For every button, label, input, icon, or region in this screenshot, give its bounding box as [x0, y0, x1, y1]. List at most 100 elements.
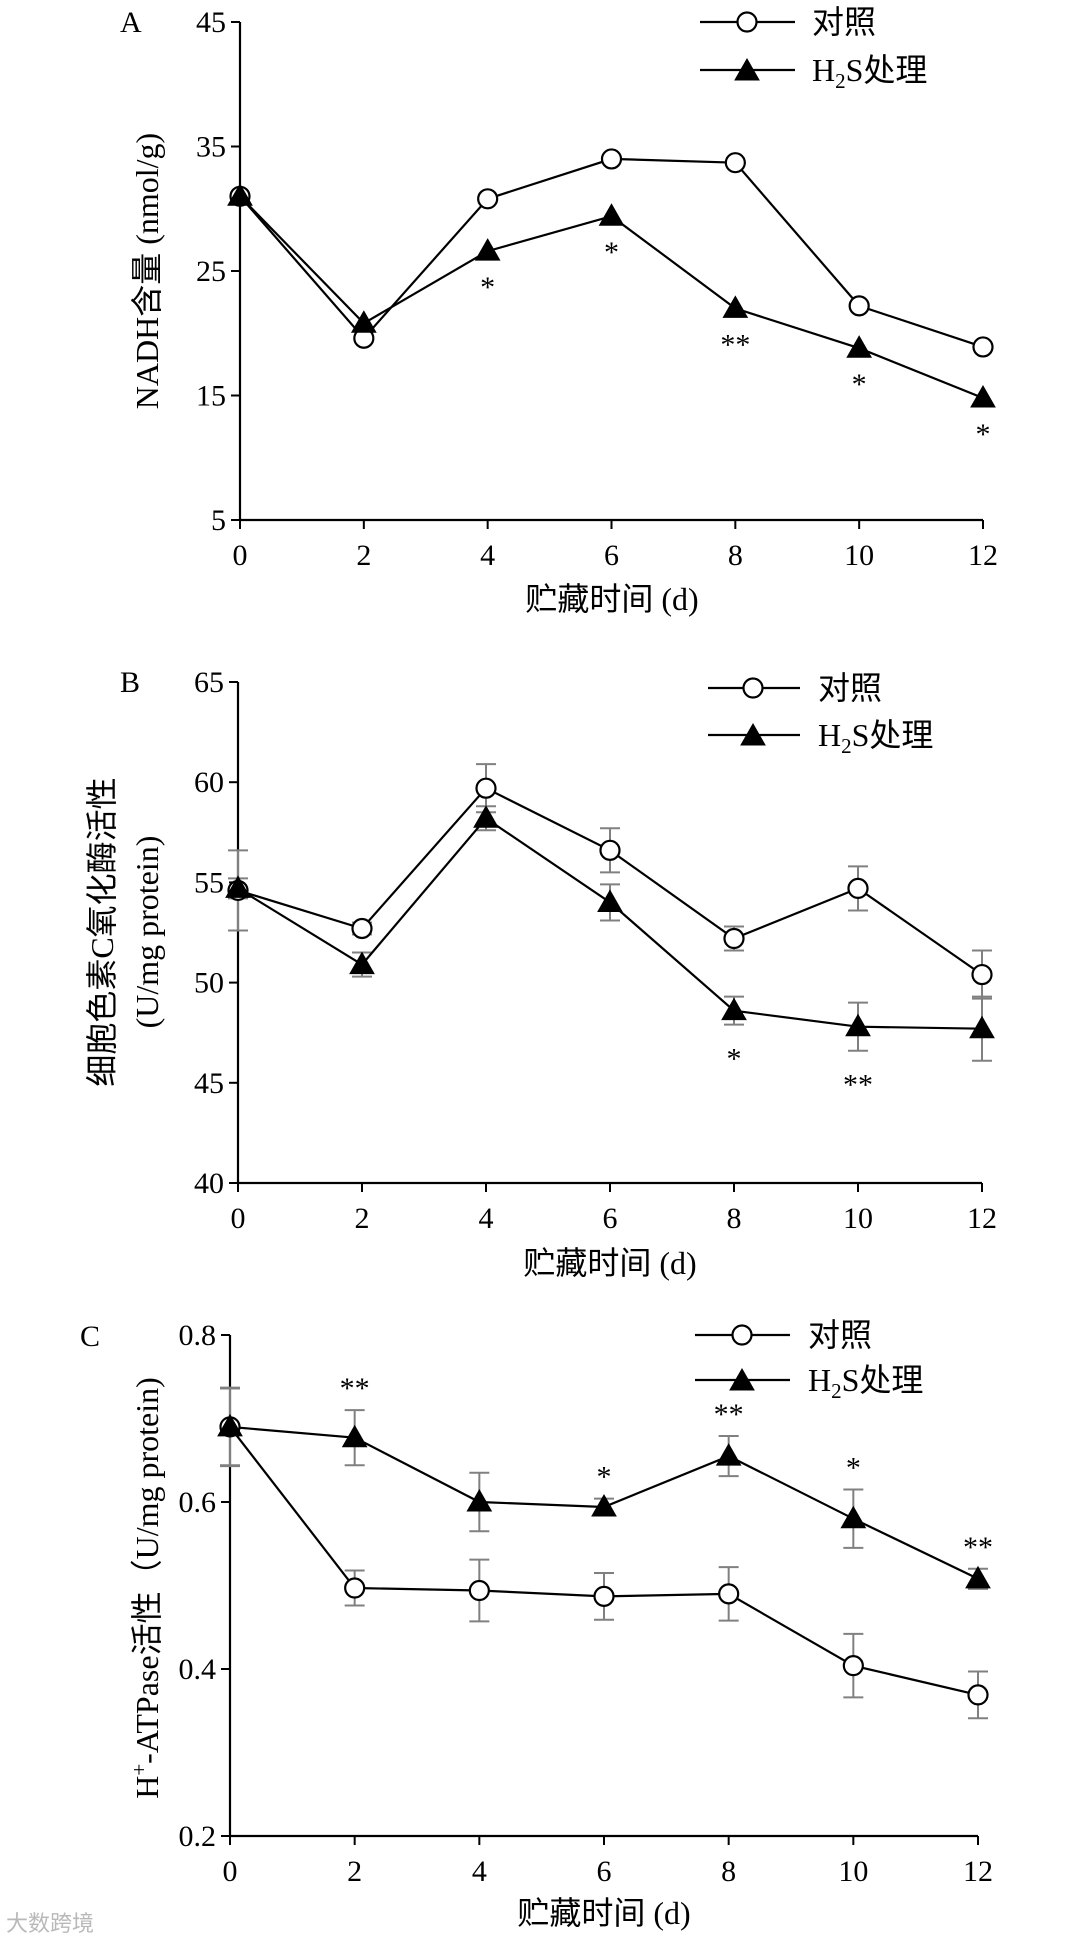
legend-control-label: 对照: [808, 1317, 872, 1353]
legend-control-marker: [736, 11, 758, 33]
treated-data-point: [715, 1443, 742, 1466]
treated-data-point: [845, 1013, 871, 1037]
x-tick-label: 0: [231, 1202, 246, 1235]
x-tick-label: 12: [968, 539, 998, 572]
legend: 对照 H2S处理: [700, 4, 927, 93]
control-data-point: [477, 188, 499, 210]
significance-marker: *: [976, 418, 991, 451]
significance-marker: **: [963, 1531, 993, 1564]
x-tick-label: 10: [838, 1855, 868, 1888]
y-tick-label: 45: [194, 1067, 224, 1100]
x-axis-title: 贮藏时间 (d): [523, 1245, 696, 1281]
x-axis-title: 贮藏时间 (d): [525, 581, 698, 617]
y-tick-label: 15: [196, 380, 226, 413]
legend-control-marker: [731, 1324, 753, 1346]
legend: 对照 H2S处理: [708, 670, 933, 758]
x-tick-label: 0: [223, 1855, 238, 1888]
y-tick-label: 25: [196, 255, 226, 288]
treated-series-line: [239, 195, 984, 400]
x-tick-label: 12: [963, 1855, 993, 1888]
x-tick-label: 8: [727, 1202, 742, 1235]
series-layer: ********: [217, 1372, 993, 1720]
y-tick-label: 0.6: [179, 1486, 217, 1519]
treated-data-point: [969, 1015, 995, 1039]
legend-treated-label: H2S处理: [818, 717, 933, 758]
series-layer: ******: [227, 148, 996, 451]
x-tick-label: 6: [597, 1855, 612, 1888]
panel-a: A 5 15 25 35 45 0 2 4 6 8 10 12 贮藏时间 (d) NADH含量 (n…: [120, 4, 998, 617]
x-tick-label: 2: [347, 1855, 362, 1888]
treated-data-point: [597, 889, 623, 912]
control-data-point: [842, 1655, 864, 1677]
control-data-point: [718, 1583, 740, 1605]
control-data-point: [971, 963, 993, 986]
x-tick-label: 0: [233, 539, 248, 572]
control-data-point: [847, 877, 869, 900]
legend-treated-label: H2S处理: [808, 1362, 923, 1403]
x-tick-label: 4: [479, 1202, 494, 1235]
y-tick-label: 0.4: [179, 1653, 217, 1686]
treated-data-point: [722, 295, 749, 318]
treated-data-point: [466, 1488, 493, 1512]
x-tick-label: 4: [472, 1855, 487, 1888]
x-tick-label: 8: [728, 539, 743, 572]
significance-marker: *: [597, 1461, 612, 1494]
legend-control-label: 对照: [812, 4, 876, 40]
panel-label: C: [80, 1320, 100, 1353]
legend: 对照 H2S处理: [695, 1317, 923, 1403]
treated-data-point: [965, 1565, 991, 1589]
x-tick-label: 12: [967, 1202, 997, 1235]
y-tick-label: 35: [196, 131, 226, 164]
significance-marker: *: [480, 271, 495, 304]
y-ticks: 40 45 50 55 60 65: [194, 666, 238, 1200]
treated-data-point: [591, 1494, 617, 1517]
significance-marker: **: [843, 1069, 873, 1102]
y-tick-label: 40: [194, 1167, 224, 1200]
control-data-point: [723, 927, 745, 950]
control-data-point: [468, 1579, 490, 1602]
panel-c: C 0.2 0.4 0.6 0.8 0 2 4 6 8 10 12 贮藏时间 (d) H+-ATP…: [80, 1317, 993, 1931]
control-data-point: [599, 839, 621, 861]
x-tick-label: 6: [604, 539, 619, 572]
y-tick-label: 0.8: [179, 1319, 217, 1352]
treated-data-point: [846, 335, 873, 358]
x-ticks: 0 2 4 6 8 10 12: [231, 1183, 997, 1235]
control-data-point: [344, 1577, 366, 1599]
y-tick-label: 55: [194, 866, 224, 899]
treated-data-point: [217, 1413, 243, 1437]
treated-data-point: [474, 238, 501, 261]
treated-data-point: [970, 384, 996, 408]
significance-marker: *: [604, 236, 619, 269]
x-ticks: 0 2 4 6 8 10 12: [233, 520, 998, 572]
x-ticks: 0 2 4 6 8 10 12: [223, 1836, 993, 1888]
x-tick-label: 4: [480, 539, 495, 572]
y-tick-label: 60: [194, 766, 224, 799]
treated-data-point: [341, 1424, 368, 1448]
y-axis-title-units: (U/mg protein): [129, 836, 165, 1029]
y-ticks: 5 15 25 35 45: [196, 6, 240, 537]
panel-label: A: [120, 6, 142, 39]
x-tick-label: 10: [843, 1202, 873, 1235]
x-tick-label: 2: [356, 539, 371, 572]
control-data-point: [351, 917, 373, 940]
y-axis-title: H+-ATPase活性（U/mg protein): [127, 1377, 165, 1799]
control-series-line: [237, 786, 983, 976]
x-tick-label: 2: [355, 1202, 370, 1235]
treated-data-point: [227, 183, 253, 206]
legend-treated-marker: [729, 1367, 755, 1391]
watermark: 大数跨境: [6, 1911, 95, 1936]
legend-control-marker: [742, 677, 764, 699]
control-data-point: [724, 152, 746, 174]
treated-data-point: [721, 997, 747, 1021]
y-tick-label: 45: [196, 6, 226, 39]
treated-data-point: [225, 875, 251, 898]
significance-marker: *: [846, 1451, 861, 1484]
x-tick-label: 8: [721, 1855, 736, 1888]
treated-data-point: [350, 310, 377, 333]
y-tick-label: 0.2: [179, 1820, 217, 1853]
y-axis-title: NADH含量 (nmol/g): [129, 133, 165, 409]
significance-marker: *: [727, 1043, 742, 1076]
panel-b: B 40 45 50 55 60 65 0 2 4 6 8 10 12 贮藏时间 (d) 细胞色素C氧…: [84, 666, 997, 1281]
control-data-point: [593, 1585, 615, 1607]
